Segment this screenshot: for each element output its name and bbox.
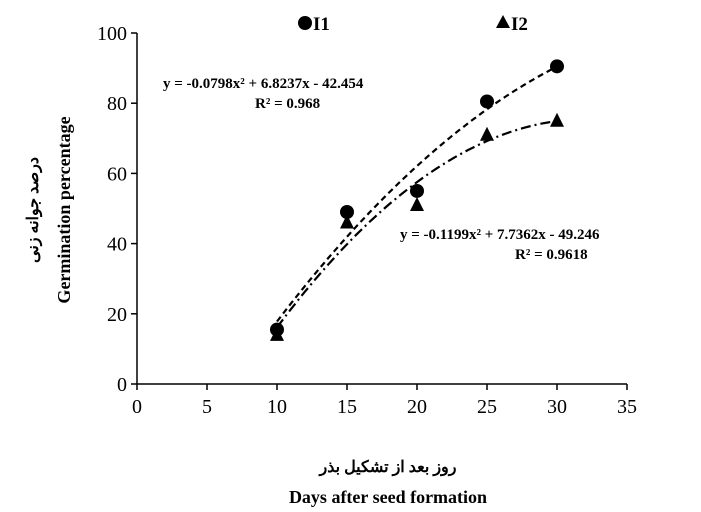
x-tick-label: 15 — [337, 396, 357, 418]
equation-i1-formula: y = -0.0798x² + 6.8237x - 42.454 — [163, 76, 364, 92]
legend: I1 I2 — [298, 14, 528, 35]
y-tick-label: 100 — [97, 23, 127, 45]
x-tick-label: 5 — [202, 396, 212, 418]
data-point-i1 — [550, 59, 564, 74]
equation-i2-formula: y = -0.1199x² + 7.7362x - 49.246 — [400, 227, 600, 243]
y-axis-title: Germination percentage — [54, 116, 74, 303]
data-point-i1 — [410, 183, 424, 198]
legend-label-i1: I1 — [313, 14, 330, 35]
y-axis-title-fa: درصد جوانه زنی — [25, 157, 43, 263]
trendlines — [276, 65, 558, 329]
x-tick-label: 25 — [477, 396, 497, 418]
x-tick-label: 0 — [132, 396, 142, 418]
markers — [270, 59, 564, 341]
y-tick-label: 0 — [117, 374, 127, 396]
legend-marker-i1 — [298, 16, 312, 30]
axes: 0 5 10 15 20 25 30 35 0 20 40 60 80 100 — [97, 23, 637, 418]
y-tick-label: 20 — [107, 304, 127, 326]
equation-i2: y = -0.1199x² + 7.7362x - 49.246 R² = 0.… — [400, 227, 600, 263]
data-point-i2 — [480, 126, 494, 141]
data-point-i2 — [340, 214, 354, 229]
x-tick-label: 20 — [407, 396, 427, 418]
x-tick-label: 10 — [267, 396, 287, 418]
y-tick-label: 40 — [107, 234, 127, 256]
x-axis-title: Days after seed formation — [289, 487, 487, 507]
equation-i1: y = -0.0798x² + 6.8237x - 42.454 R² = 0.… — [163, 76, 364, 112]
data-point-i1 — [340, 205, 354, 220]
x-tick-label: 35 — [617, 396, 637, 418]
equation-i2-r2: R² = 0.9618 — [515, 247, 588, 263]
legend-label-i2: I2 — [511, 14, 528, 35]
data-point-i2 — [410, 196, 424, 211]
equation-i1-r2: R² = 0.968 — [255, 96, 320, 112]
data-point-i2 — [270, 326, 284, 341]
trendline-i2 — [276, 119, 558, 329]
x-axis-title-fa: روز بعد از تشکیل بذر — [318, 459, 456, 477]
x-tick-label: 30 — [547, 396, 567, 418]
legend-marker-i2 — [496, 15, 510, 28]
data-point-i1 — [480, 94, 494, 109]
data-point-i2 — [550, 112, 564, 127]
trendline-i1 — [276, 65, 558, 323]
y-tick-label: 60 — [107, 163, 127, 185]
y-tick-label: 80 — [107, 93, 127, 115]
